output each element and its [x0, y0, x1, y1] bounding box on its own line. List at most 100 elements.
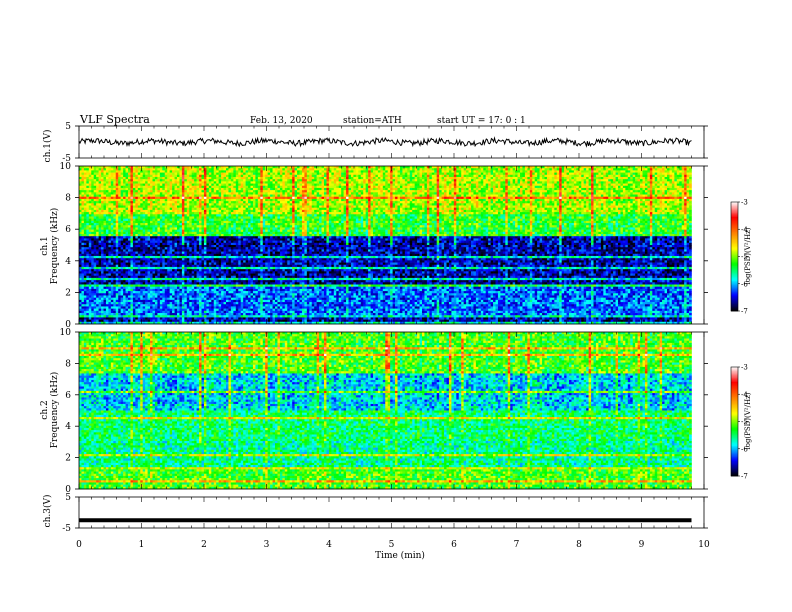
spectrogram-cell — [336, 168, 339, 170]
spectrogram-cell — [309, 197, 312, 199]
spectrogram-cell — [655, 173, 658, 175]
figure-title: VLF Spectra — [79, 113, 150, 126]
spectrogram-cell — [334, 192, 337, 194]
spectrogram-cell — [498, 184, 501, 186]
spectrogram-cell — [253, 177, 256, 179]
spectrogram-cell — [667, 177, 670, 179]
spectrogram-cell — [216, 208, 219, 210]
spectrogram-cell — [160, 168, 163, 170]
spectrogram-cell — [454, 201, 457, 203]
spectrogram-cell — [518, 181, 521, 183]
spectrogram-cell — [99, 168, 102, 170]
spectrogram-cell — [594, 168, 597, 170]
spectrogram-cell — [344, 184, 347, 186]
spectrogram-cell — [434, 188, 437, 190]
spectrogram-cell — [84, 195, 87, 197]
spectrogram-cell — [503, 175, 506, 177]
spectrogram-cell — [194, 181, 197, 183]
spectrogram-cell — [104, 186, 107, 188]
spectrogram-cell — [349, 201, 352, 203]
spectrogram-cell — [148, 173, 151, 175]
spectrogram-cell — [113, 201, 116, 203]
spectrogram-cell — [236, 175, 239, 177]
spectrogram-cell — [331, 173, 334, 175]
spectrogram-cell — [326, 199, 329, 201]
spectrogram-cell — [571, 186, 574, 188]
spectrogram-cell — [287, 186, 290, 188]
spectrogram-cell — [525, 184, 528, 186]
spectrogram-cell — [657, 201, 660, 203]
spectrogram-cell — [461, 184, 464, 186]
spectrogram-cell — [461, 201, 464, 203]
spectrogram-cell — [491, 186, 494, 188]
spectrogram-cell — [459, 188, 462, 190]
spectrogram-cell — [444, 186, 447, 188]
spectrogram-cell — [454, 203, 457, 205]
spectrogram-cell — [106, 168, 109, 170]
spectrogram-cell — [104, 170, 107, 172]
spectrogram-cell — [569, 197, 572, 199]
spectrogram-cell — [679, 197, 682, 199]
spectrogram-cell — [179, 188, 182, 190]
spectrogram-cell — [204, 173, 207, 175]
spectrogram-cell — [427, 179, 430, 181]
spectrogram-cell — [165, 192, 168, 194]
spectrogram-cell — [618, 197, 621, 199]
spectrogram-cell — [496, 190, 499, 192]
spectrogram-cell — [309, 177, 312, 179]
spectrogram-cell — [339, 201, 342, 203]
spectrogram-cell — [224, 195, 227, 197]
spectrogram-cell — [228, 197, 231, 199]
spectrogram-cell — [476, 201, 479, 203]
spectrogram-cell — [547, 195, 550, 197]
spectrogram-cell — [167, 175, 170, 177]
spectrogram-cell — [527, 170, 530, 172]
spectrogram-cell — [89, 184, 92, 186]
spectrogram-cell — [304, 208, 307, 210]
spectrogram-cell — [145, 181, 148, 183]
spectrogram-cell — [405, 173, 408, 175]
spectrogram-cell — [486, 184, 489, 186]
spectrogram-cell — [380, 188, 383, 190]
spectrogram-cell — [645, 197, 648, 199]
spectrogram-cell — [513, 168, 516, 170]
spectrogram-cell — [383, 181, 386, 183]
spectrogram-cell — [241, 199, 244, 201]
spectrogram-cell — [101, 179, 104, 181]
spectrogram-cell — [596, 206, 599, 208]
spectrogram-cell — [307, 190, 310, 192]
spectrogram-cell — [633, 203, 636, 205]
spectrogram-cell — [104, 181, 107, 183]
spectrogram-cell — [104, 192, 107, 194]
spectrogram-cell — [420, 192, 423, 194]
spectrogram-cell — [552, 173, 555, 175]
spectrogram-cell — [216, 168, 219, 170]
spectrogram-cell — [130, 170, 133, 172]
spectrogram-cell — [236, 195, 239, 197]
spectrogram-cell — [687, 199, 690, 201]
spectrogram-cell — [496, 206, 499, 208]
spectrogram-cell — [108, 168, 111, 170]
spectrogram-cell — [140, 195, 143, 197]
spectrogram-cell — [192, 206, 195, 208]
spectrogram-cell — [126, 208, 129, 210]
spectrogram-cell — [596, 175, 599, 177]
spectrogram-cell — [412, 197, 415, 199]
spectrogram-cell — [236, 190, 239, 192]
spectrogram-cell — [466, 206, 469, 208]
spectrogram-cell — [300, 197, 303, 199]
spectrogram-cell — [243, 197, 246, 199]
spectrogram-cell — [84, 173, 87, 175]
spectrogram-cell — [194, 197, 197, 199]
spectrogram-cell — [202, 199, 205, 201]
spectrogram-cell — [121, 197, 124, 199]
spectrogram-cell — [228, 199, 231, 201]
spectrogram-cell — [113, 188, 116, 190]
spectrogram-cell — [424, 190, 427, 192]
spectrogram-cell — [402, 190, 405, 192]
spectrogram-cell — [380, 206, 383, 208]
spectrogram-cell — [684, 188, 687, 190]
spectrogram-cell — [589, 175, 592, 177]
spectrogram-cell — [424, 188, 427, 190]
spectrogram-cell — [251, 184, 254, 186]
